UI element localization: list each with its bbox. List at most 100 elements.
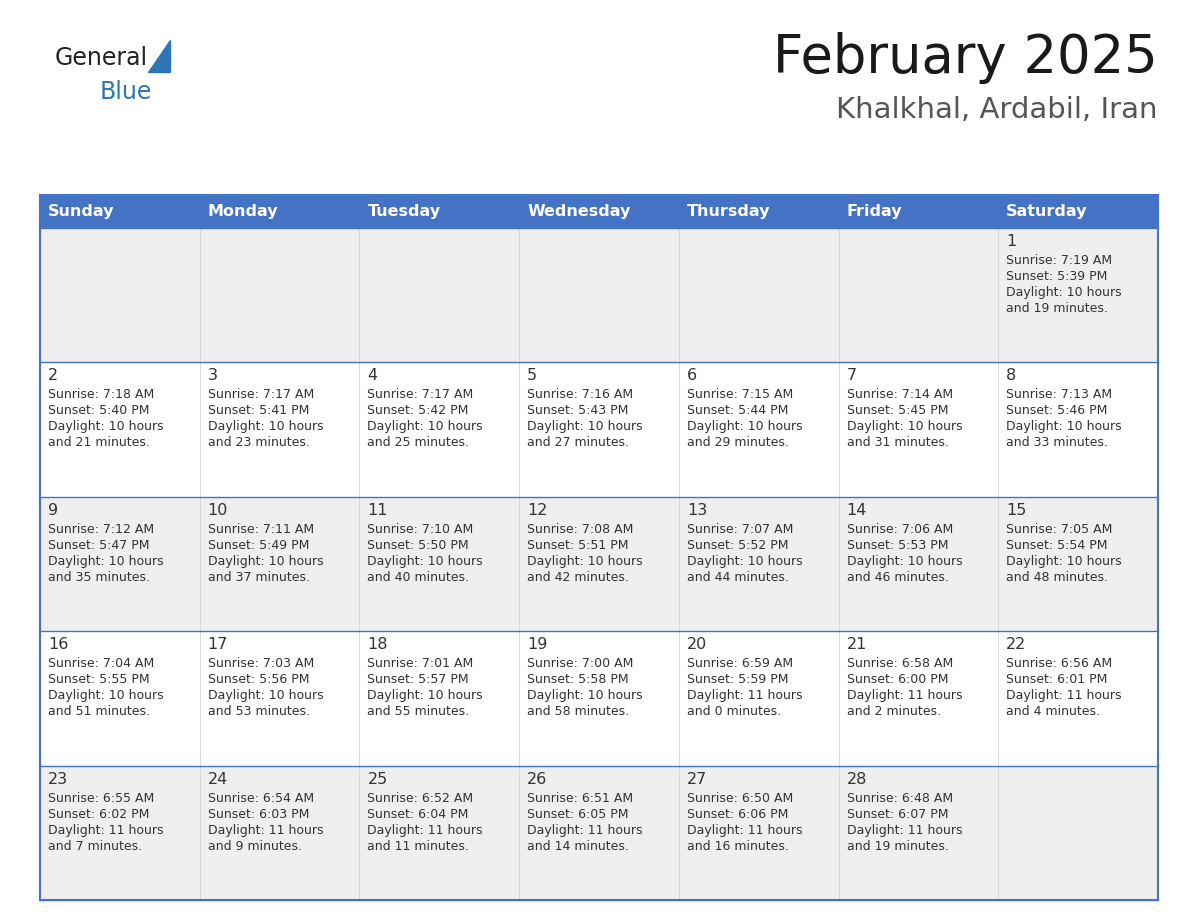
Text: Daylight: 10 hours: Daylight: 10 hours [687, 420, 802, 433]
Text: Daylight: 10 hours: Daylight: 10 hours [1006, 286, 1121, 299]
Bar [40, 195, 1158, 228]
Text: and 31 minutes.: and 31 minutes. [847, 436, 948, 450]
Text: Thursday: Thursday [687, 204, 770, 219]
Text: Daylight: 10 hours: Daylight: 10 hours [48, 689, 164, 702]
Text: 6: 6 [687, 368, 697, 384]
Text: Daylight: 10 hours: Daylight: 10 hours [48, 420, 164, 433]
Text: Wednesday: Wednesday [527, 204, 631, 219]
Text: 22: 22 [1006, 637, 1026, 652]
Text: Sunset: 6:07 PM: Sunset: 6:07 PM [847, 808, 948, 821]
Text: and 16 minutes.: and 16 minutes. [687, 840, 789, 853]
Bar [40, 632, 1158, 766]
Text: Sunrise: 7:17 AM: Sunrise: 7:17 AM [367, 388, 474, 401]
Text: and 33 minutes.: and 33 minutes. [1006, 436, 1108, 450]
Text: and 27 minutes.: and 27 minutes. [527, 436, 630, 450]
Bar [40, 228, 1158, 363]
Text: Sunrise: 7:12 AM: Sunrise: 7:12 AM [48, 522, 154, 536]
Text: and 42 minutes.: and 42 minutes. [527, 571, 628, 584]
Text: Sunrise: 6:55 AM: Sunrise: 6:55 AM [48, 791, 154, 804]
Text: Sunset: 5:39 PM: Sunset: 5:39 PM [1006, 270, 1107, 283]
Text: 7: 7 [847, 368, 857, 384]
Text: and 51 minutes.: and 51 minutes. [48, 705, 150, 718]
Text: Sunrise: 7:16 AM: Sunrise: 7:16 AM [527, 388, 633, 401]
Text: and 23 minutes.: and 23 minutes. [208, 436, 310, 450]
Text: and 35 minutes.: and 35 minutes. [48, 571, 150, 584]
Text: Daylight: 10 hours: Daylight: 10 hours [367, 420, 484, 433]
Text: Saturday: Saturday [1006, 204, 1088, 219]
Text: Sunset: 5:56 PM: Sunset: 5:56 PM [208, 673, 309, 686]
Text: Daylight: 11 hours: Daylight: 11 hours [48, 823, 164, 836]
Text: Daylight: 10 hours: Daylight: 10 hours [687, 554, 802, 568]
Text: 25: 25 [367, 772, 387, 787]
Text: Sunrise: 7:18 AM: Sunrise: 7:18 AM [48, 388, 154, 401]
Text: and 58 minutes.: and 58 minutes. [527, 705, 630, 718]
Text: 4: 4 [367, 368, 378, 384]
Text: and 9 minutes.: and 9 minutes. [208, 840, 302, 853]
Text: Monday: Monday [208, 204, 278, 219]
Text: 24: 24 [208, 772, 228, 787]
Text: Sunset: 5:50 PM: Sunset: 5:50 PM [367, 539, 469, 552]
Text: and 29 minutes.: and 29 minutes. [687, 436, 789, 450]
Text: 2: 2 [48, 368, 58, 384]
Text: Sunset: 6:05 PM: Sunset: 6:05 PM [527, 808, 628, 821]
Text: Sunrise: 7:07 AM: Sunrise: 7:07 AM [687, 522, 794, 536]
Text: Daylight: 10 hours: Daylight: 10 hours [48, 554, 164, 568]
Text: Sunrise: 6:54 AM: Sunrise: 6:54 AM [208, 791, 314, 804]
Text: Sunrise: 7:17 AM: Sunrise: 7:17 AM [208, 388, 314, 401]
Text: Sunset: 6:03 PM: Sunset: 6:03 PM [208, 808, 309, 821]
Text: 16: 16 [48, 637, 69, 652]
Text: Sunset: 5:45 PM: Sunset: 5:45 PM [847, 405, 948, 418]
Text: 23: 23 [48, 772, 68, 787]
Text: Sunrise: 7:11 AM: Sunrise: 7:11 AM [208, 522, 314, 536]
Text: Sunrise: 6:59 AM: Sunrise: 6:59 AM [687, 657, 792, 670]
Bar [40, 497, 1158, 632]
Text: 10: 10 [208, 503, 228, 518]
Text: Sunrise: 7:01 AM: Sunrise: 7:01 AM [367, 657, 474, 670]
Text: 18: 18 [367, 637, 388, 652]
Text: Sunset: 6:06 PM: Sunset: 6:06 PM [687, 808, 788, 821]
Text: 21: 21 [847, 637, 867, 652]
Text: Sunrise: 7:14 AM: Sunrise: 7:14 AM [847, 388, 953, 401]
Text: and 46 minutes.: and 46 minutes. [847, 571, 948, 584]
Text: Khalkhal, Ardabil, Iran: Khalkhal, Ardabil, Iran [836, 96, 1158, 124]
Text: Sunset: 5:47 PM: Sunset: 5:47 PM [48, 539, 150, 552]
Text: 26: 26 [527, 772, 548, 787]
Text: Sunrise: 7:10 AM: Sunrise: 7:10 AM [367, 522, 474, 536]
Text: 15: 15 [1006, 503, 1026, 518]
Text: Tuesday: Tuesday [367, 204, 441, 219]
Text: and 11 minutes.: and 11 minutes. [367, 840, 469, 853]
Bar [40, 363, 1158, 497]
Text: 1: 1 [1006, 234, 1017, 249]
Text: Sunset: 5:46 PM: Sunset: 5:46 PM [1006, 405, 1107, 418]
Text: Sunday: Sunday [48, 204, 114, 219]
Text: and 4 minutes.: and 4 minutes. [1006, 705, 1100, 718]
Text: Sunrise: 7:06 AM: Sunrise: 7:06 AM [847, 522, 953, 536]
Text: and 55 minutes.: and 55 minutes. [367, 705, 469, 718]
Text: Sunrise: 7:08 AM: Sunrise: 7:08 AM [527, 522, 633, 536]
Text: Daylight: 10 hours: Daylight: 10 hours [527, 554, 643, 568]
Text: Sunset: 5:41 PM: Sunset: 5:41 PM [208, 405, 309, 418]
Text: Sunset: 5:59 PM: Sunset: 5:59 PM [687, 673, 789, 686]
Text: and 21 minutes.: and 21 minutes. [48, 436, 150, 450]
Text: Daylight: 10 hours: Daylight: 10 hours [847, 420, 962, 433]
Text: Sunset: 5:51 PM: Sunset: 5:51 PM [527, 539, 628, 552]
Text: 19: 19 [527, 637, 548, 652]
Text: Sunset: 6:02 PM: Sunset: 6:02 PM [48, 808, 150, 821]
Text: 9: 9 [48, 503, 58, 518]
Text: Sunset: 5:49 PM: Sunset: 5:49 PM [208, 539, 309, 552]
Text: Daylight: 10 hours: Daylight: 10 hours [208, 554, 323, 568]
Text: and 37 minutes.: and 37 minutes. [208, 571, 310, 584]
Text: Blue: Blue [100, 80, 152, 104]
Text: Daylight: 10 hours: Daylight: 10 hours [1006, 554, 1121, 568]
Text: and 7 minutes.: and 7 minutes. [48, 840, 143, 853]
Text: Sunset: 6:00 PM: Sunset: 6:00 PM [847, 673, 948, 686]
Text: Daylight: 11 hours: Daylight: 11 hours [847, 689, 962, 702]
Text: and 2 minutes.: and 2 minutes. [847, 705, 941, 718]
Text: 5: 5 [527, 368, 537, 384]
Text: Sunrise: 7:15 AM: Sunrise: 7:15 AM [687, 388, 794, 401]
Text: and 25 minutes.: and 25 minutes. [367, 436, 469, 450]
Text: Sunset: 5:52 PM: Sunset: 5:52 PM [687, 539, 789, 552]
Text: Daylight: 11 hours: Daylight: 11 hours [847, 823, 962, 836]
Text: Daylight: 10 hours: Daylight: 10 hours [527, 420, 643, 433]
Text: 14: 14 [847, 503, 867, 518]
